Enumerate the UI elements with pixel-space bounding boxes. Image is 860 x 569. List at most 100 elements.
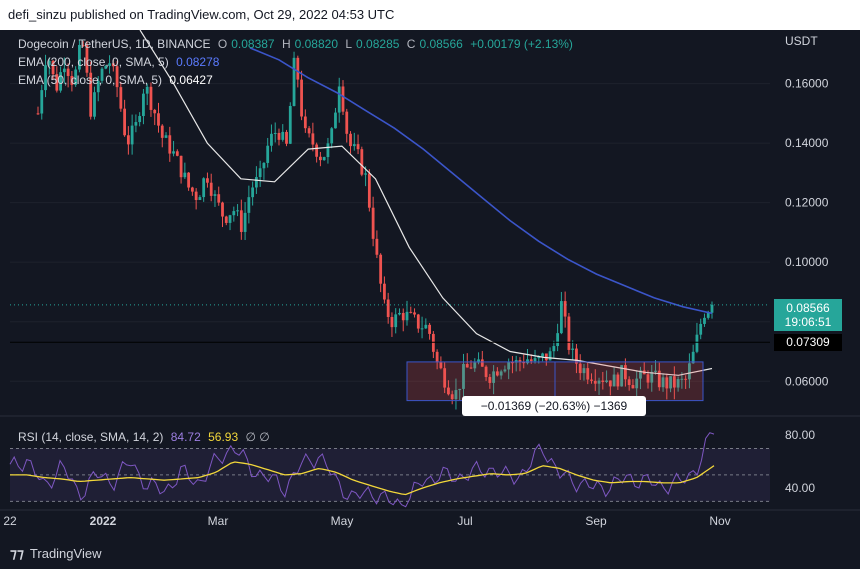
candle-body	[401, 312, 405, 321]
candle-body	[217, 194, 221, 203]
candle-body	[115, 66, 119, 88]
time-tick-label: Sep	[585, 514, 607, 528]
candle-body	[424, 324, 428, 329]
candle-body	[533, 358, 537, 362]
candle-body	[492, 371, 496, 383]
candle-body	[51, 60, 55, 75]
candle-body	[657, 370, 661, 388]
candle-body	[706, 312, 710, 318]
candle-body	[390, 317, 394, 328]
candle-body	[303, 116, 307, 129]
candle-body	[477, 359, 480, 363]
candle-body	[62, 68, 66, 73]
rsi-legend: RSI (14, close, SMA, 14, 2) 84.72 56.93 …	[18, 430, 274, 444]
candle-body	[631, 385, 635, 389]
candle-body	[228, 215, 232, 223]
ema50-line	[139, 30, 713, 376]
candle-body	[514, 360, 518, 363]
candle-body	[334, 112, 337, 129]
candle-body	[111, 63, 115, 67]
footer: ⁊⁊ TradingView	[0, 538, 860, 569]
close-value: 0.08566	[419, 37, 463, 51]
candle-body	[183, 172, 187, 178]
candle-body	[518, 360, 522, 362]
candle-body	[367, 173, 371, 208]
candle-body	[526, 359, 529, 364]
candle-body	[232, 211, 236, 216]
candle-body	[190, 187, 194, 192]
rsi-value: 84.72	[170, 430, 201, 444]
candle-body	[522, 361, 526, 364]
candle-body	[198, 197, 202, 201]
candle-body	[563, 301, 567, 317]
overlay-layer	[10, 304, 770, 402]
tradingview-logo-icon: ⁊⁊	[10, 545, 24, 561]
candle-body	[443, 368, 447, 388]
candle-body	[688, 363, 691, 380]
candle-body	[665, 377, 669, 389]
candle-body	[153, 109, 157, 114]
price-tick-label: 0.16000	[785, 77, 829, 91]
high-label: H	[281, 37, 291, 51]
candle-body	[319, 156, 322, 161]
candle-body	[669, 376, 672, 389]
change-value: +0.00179 (+2.13%)	[470, 37, 573, 51]
candle-body	[364, 173, 367, 175]
candle-body	[341, 86, 345, 112]
rsi-sma-line	[10, 461, 715, 496]
candle-body	[285, 131, 288, 144]
candle-body	[375, 238, 379, 255]
ema200-label: EMA (200, close, 0, SMA, 5)	[18, 55, 169, 69]
candle-body	[89, 72, 93, 117]
candle-body	[454, 390, 458, 400]
candle-body	[44, 65, 47, 91]
candle-body	[511, 362, 514, 364]
candle-body	[277, 132, 281, 140]
candle-body	[352, 144, 356, 147]
candle-body	[123, 108, 127, 136]
candle-body	[650, 371, 654, 383]
candle-body	[495, 371, 499, 376]
candle-body	[356, 144, 360, 150]
candle-body	[179, 155, 183, 178]
time-tick-label: Jul	[457, 514, 472, 528]
candle-body	[383, 283, 386, 300]
candle-body	[605, 380, 608, 382]
ema-layer	[139, 30, 713, 376]
candle-body	[224, 216, 228, 223]
candle-body	[160, 125, 164, 138]
candle-body	[254, 177, 258, 188]
candle-body	[36, 113, 40, 115]
candle-body	[330, 128, 334, 144]
price-tick-label: 0.12000	[785, 196, 829, 210]
open-value: 0.08387	[231, 37, 275, 51]
candle-body	[258, 168, 262, 178]
candle-body	[450, 394, 454, 400]
candle-body	[172, 151, 175, 154]
published-text: defi_sinzu published on TradingView.com,…	[8, 7, 395, 22]
legend-ema50-row: EMA (50, close, 0, SMA, 5) 0.06427	[18, 73, 217, 87]
candle-body	[590, 379, 593, 381]
candle-body	[108, 63, 111, 66]
candle-body	[337, 86, 341, 113]
candle-body	[548, 351, 552, 361]
candle-body	[394, 314, 398, 328]
candle-body	[488, 377, 492, 383]
candle-body	[398, 312, 401, 315]
candle-body	[428, 324, 431, 334]
ema50-value: 0.06427	[169, 73, 213, 87]
candle-body	[266, 145, 270, 163]
measure-label: −0.01369 (−20.63%) −1369	[462, 396, 646, 416]
candle-body	[78, 44, 81, 70]
candle-body	[469, 367, 473, 369]
candle-body	[431, 333, 435, 352]
currency-label: USDT	[785, 34, 818, 48]
candle-body	[209, 182, 213, 196]
time-tick-label: Nov	[709, 514, 730, 528]
candle-body	[635, 378, 639, 389]
ema50-label: EMA (50, close, 0, SMA, 5)	[18, 73, 163, 87]
candle-body	[447, 387, 450, 395]
candle-body	[40, 90, 44, 114]
rsi-tick-label: 80.00	[785, 428, 815, 442]
price-chart[interactable]: 0.060000.080000.100000.120000.140000.160…	[0, 30, 860, 538]
